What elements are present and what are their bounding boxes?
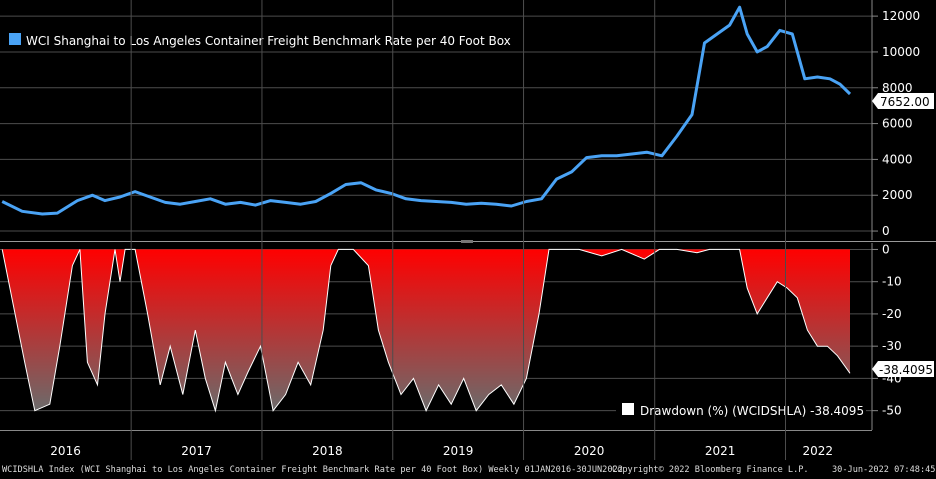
- panel-divider: [0, 240, 936, 243]
- drawdown-last-value-flag-shape: [872, 361, 934, 377]
- x-axis: 2016 2017 2018 2019 2020 2021 2022: [0, 0, 872, 460]
- top-y-tick-label: 4000: [882, 152, 913, 166]
- drawdown-area: [2, 249, 850, 411]
- wci-legend: WCI Shanghai to Los Angeles Container Fr…: [5, 29, 521, 51]
- footer: WCIDSHLA Index (WCI Shanghai to Los Ange…: [0, 462, 936, 479]
- bottom-y-tick-label: -10: [882, 275, 902, 289]
- footer-index-description: WCIDSHLA Index (WCI Shanghai to Los Ange…: [2, 465, 623, 475]
- top-y-tick-label: 6000: [882, 117, 913, 131]
- bottom-y-tick-label: -20: [882, 307, 902, 321]
- wci-last-value-label: 7652.00: [880, 95, 930, 109]
- x-tick-label: 2018: [312, 444, 343, 458]
- x-tick-label: 2019: [443, 444, 474, 458]
- footer-copyright: Copyright© 2022 Bloomberg Finance L.P.: [612, 465, 809, 475]
- top-y-tick-label: 8000: [882, 81, 913, 95]
- top-panel-y-axis: 0 2000 4000 6000 8000 10000 12000: [872, 9, 920, 238]
- x-tick-label: 2017: [181, 444, 212, 458]
- drawdown-legend-box: [616, 399, 866, 420]
- bottom-panel-y-axis: 0-10-20-30-40-50: [872, 242, 902, 418]
- top-y-tick-label: 12000: [882, 9, 920, 23]
- x-tick-label: 2020: [574, 444, 605, 458]
- footer-timestamp: 30-Jun-2022 07:48:45: [832, 465, 936, 475]
- drawdown-legend-swatch: [622, 403, 634, 415]
- panel-resize-handle[interactable]: [461, 240, 473, 243]
- x-tick-label: 2022: [802, 444, 833, 458]
- x-tick-label: 2021: [705, 444, 736, 458]
- drawdown-line: [1, 248, 851, 413]
- bottom-y-tick-label: -30: [882, 339, 902, 353]
- bottom-y-tick-label: 0: [882, 242, 890, 256]
- x-tick-label: 2016: [50, 444, 81, 458]
- top-y-tick-label: 2000: [882, 188, 913, 202]
- top-y-tick-label: 10000: [882, 45, 920, 59]
- top-y-tick-label: 0: [882, 224, 890, 238]
- wci-legend-box: [5, 29, 521, 51]
- drawdown-last-value-label: -38.4095: [879, 363, 933, 377]
- chart-canvas: 0 2000 4000 6000 8000 10000 12000 WCI Shanghai…: [0, 0, 936, 460]
- wci-last-value-flag: 7652.00: [872, 93, 934, 109]
- drawdown-legend: Drawdown (%) (WCIDSHLA) -38.4095: [616, 399, 866, 420]
- bottom-panel: 0-10-20-30-40-50 Drawdown (%) (WCIDSHLA)…: [0, 242, 934, 430]
- wci-rate-line: [1, 5, 852, 216]
- wci-legend-label: WCI Shanghai to Los Angeles Container Fr…: [26, 34, 511, 48]
- top-panel: 0 2000 4000 6000 8000 10000 12000 WCI Shanghai…: [0, 0, 934, 240]
- wci-last-value-flag-shape: [872, 93, 934, 109]
- drawdown-legend-label: Drawdown (%) (WCIDSHLA) -38.4095: [640, 404, 864, 418]
- drawdown-last-value-flag: -38.4095: [872, 361, 934, 377]
- wci-legend-swatch: [9, 33, 21, 45]
- bottom-y-tick-label: -50: [882, 404, 902, 418]
